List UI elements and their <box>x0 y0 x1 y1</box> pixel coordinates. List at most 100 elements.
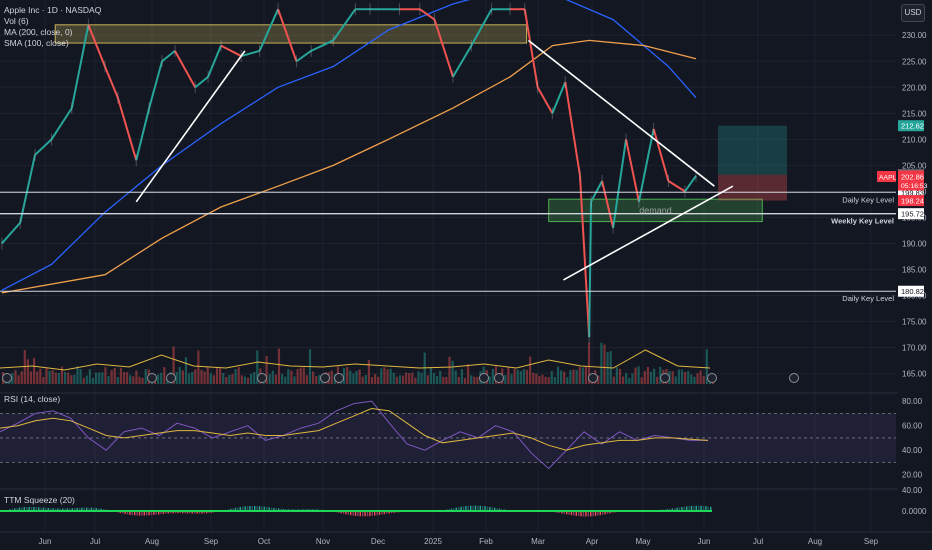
ttm-bar <box>381 511 383 515</box>
volume-bar <box>188 373 191 384</box>
ttm-bar <box>474 505 477 511</box>
ttm-bar <box>580 511 582 517</box>
volume-bar <box>513 368 516 384</box>
price-segment <box>551 81 567 114</box>
event-marker <box>2 373 12 383</box>
ttm-bar <box>38 507 40 511</box>
level-tag-bg <box>898 208 924 220</box>
volume-bar <box>200 369 203 384</box>
volume-bar <box>659 366 662 384</box>
ttm-bar <box>597 511 599 516</box>
volume-bar <box>600 342 603 384</box>
volume-bar <box>519 371 522 384</box>
ttm-bar <box>167 511 169 514</box>
volume-bar <box>110 370 113 384</box>
volume-bar <box>572 369 575 384</box>
rsi-ma-line <box>0 407 709 451</box>
volume-bar <box>575 370 578 384</box>
event-marker <box>494 373 504 383</box>
volume-bar <box>302 367 305 384</box>
price-segment <box>667 180 686 193</box>
trendlines[interactable] <box>135 39 734 281</box>
volume-bar <box>17 375 20 384</box>
ttm-bar <box>256 506 258 511</box>
currency-button[interactable]: USD <box>901 4 925 22</box>
price-segment <box>19 154 36 223</box>
ttm-bar <box>26 507 28 511</box>
ttm-bar <box>179 511 181 514</box>
event-marker <box>707 373 717 383</box>
volume-bar <box>395 376 398 384</box>
volume-bar <box>212 375 215 384</box>
volume-bar <box>290 370 293 384</box>
ttm-bar <box>191 511 193 514</box>
ttm-bar <box>244 506 246 511</box>
moving-averages <box>1 0 697 294</box>
volume-bar <box>64 372 67 384</box>
volume-bar <box>39 368 42 384</box>
ttm-bar <box>86 507 88 511</box>
volume-bar <box>622 376 625 384</box>
volume-bar <box>451 360 454 384</box>
ttm-bar <box>30 506 33 511</box>
event-marker <box>479 373 489 383</box>
ttm-bar <box>232 508 234 511</box>
price-segment <box>116 97 138 161</box>
volume-bar <box>525 369 529 384</box>
price-segment <box>419 8 436 21</box>
volume-bar <box>550 370 553 384</box>
volume-bar <box>358 369 361 384</box>
ttm-bar <box>18 507 21 511</box>
volume-bar <box>175 372 178 384</box>
time-tick: Aug <box>145 537 159 546</box>
volume-bar <box>79 369 82 384</box>
volume-bar <box>460 369 463 384</box>
volume-bar <box>119 368 122 384</box>
price-segment <box>220 44 242 57</box>
ttm-bar <box>148 511 150 516</box>
volume-bar <box>587 342 591 384</box>
volume-bar <box>705 349 708 384</box>
time-tick: Oct <box>258 537 271 546</box>
position-tool[interactable] <box>718 125 787 201</box>
countdown: 05:16:53 <box>901 183 928 190</box>
volume-bar <box>522 368 525 384</box>
volume-bar <box>274 374 277 384</box>
volume-bar <box>11 373 14 384</box>
rsi-label: RSI (14, close) <box>4 394 61 404</box>
ttm-bar <box>669 508 671 511</box>
volume-bar <box>67 372 70 384</box>
ttm-bar <box>587 511 589 517</box>
volume-bar <box>699 370 702 384</box>
ttm-bar <box>16 507 18 511</box>
ttm-bar <box>573 511 575 516</box>
ttm-bar <box>575 511 577 516</box>
ttm-bar <box>563 511 565 514</box>
ttm-bar <box>362 511 364 517</box>
ttm-bar <box>366 511 369 517</box>
ttm-bar <box>496 508 498 511</box>
price-axis[interactable]: 230.00225.00220.00215.00210.00205.00200.… <box>877 0 932 550</box>
ttm-bar <box>50 508 52 511</box>
volume-bar <box>144 369 147 384</box>
volume-bar <box>463 377 467 384</box>
position-stop-zone <box>718 174 787 201</box>
volume-bar <box>696 373 699 384</box>
volume-bar <box>414 377 417 384</box>
ttm-bar <box>688 506 690 511</box>
ttm-bar <box>21 507 23 511</box>
demand-zone <box>548 198 763 223</box>
ttm-bar <box>69 508 71 511</box>
ma200-line <box>1 39 697 294</box>
ttm-bar <box>93 507 95 511</box>
volume-bar <box>436 375 439 384</box>
price-tick: 205.00 <box>902 161 927 170</box>
volume-bar <box>637 366 640 384</box>
price-segment <box>637 128 655 203</box>
price-tick: 230.00 <box>902 31 927 40</box>
time-axis[interactable]: Jun Jul Aug Sep Oct Nov Dec 2025 Feb Mar Apr May Jun… <box>0 531 932 546</box>
price-tag: 212.62 <box>901 122 924 131</box>
ttm-bar <box>357 511 359 517</box>
volume-bar <box>684 371 687 384</box>
